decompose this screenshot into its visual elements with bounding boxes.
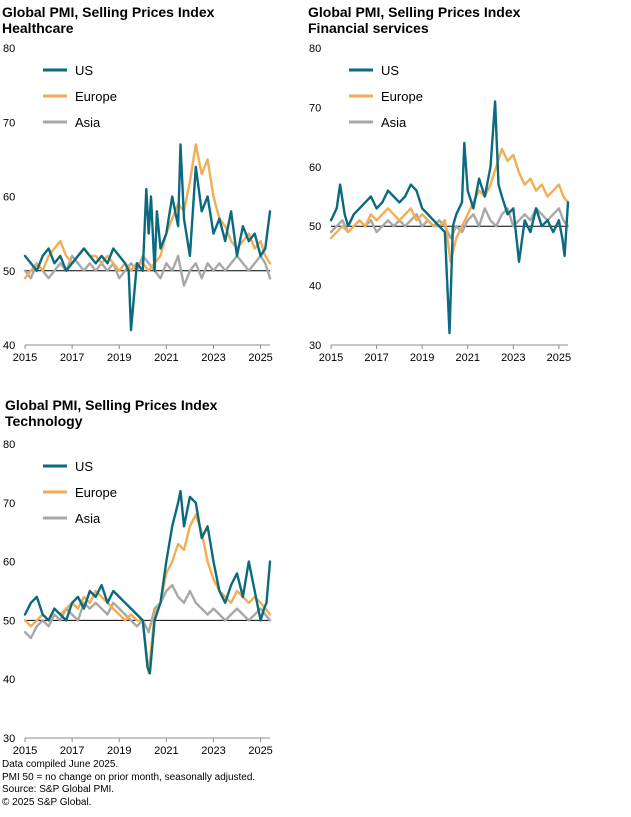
series-line-europe [23, 513, 272, 675]
x-tick-label-2015: 2015 [13, 352, 37, 364]
x-tick-label-2017: 2017 [364, 352, 388, 364]
y-tick-label-30: 30 [309, 340, 321, 352]
series-line-us [329, 100, 570, 335]
x-tick-label-2021: 2021 [154, 745, 178, 757]
x-tick-label-2017: 2017 [60, 352, 84, 364]
technology-title-line-1: Global PMI, Selling Prices Index [5, 397, 218, 413]
x-tick-label-2015: 2015 [13, 745, 37, 757]
financial-services-chart: 30 40 50 60 70 80 2015 2017 2019 2021 2023 2025 US Eu… [309, 43, 571, 364]
y-tick-label-60: 60 [3, 192, 15, 204]
legend-label-europe: Europe [381, 89, 423, 104]
x-tick-label-2023: 2023 [201, 352, 225, 364]
x-tick-label-2023: 2023 [201, 745, 225, 757]
y-tick-label-80: 80 [3, 43, 15, 55]
x-tick-label-2015: 2015 [319, 352, 343, 364]
legend-label-us: US [381, 63, 399, 78]
x-tick-label-2019: 2019 [107, 352, 131, 364]
footnote-source: Source: S&P Global PMI. [2, 784, 115, 795]
legend-label-asia: Asia [381, 115, 407, 130]
financial-services-title-line-1: Global PMI, Selling Prices Index [308, 4, 521, 20]
y-tick-label-50: 50 [3, 615, 15, 627]
financial-services-title-line-2: Financial services [308, 20, 429, 36]
x-tick-label-2025: 2025 [248, 745, 272, 757]
x-tick-label-2021: 2021 [154, 352, 178, 364]
footnote-pmi-definition: PMI 50 = no change on prior month, seaso… [2, 771, 256, 783]
y-tick-label-30: 30 [3, 733, 15, 745]
y-tick-label-70: 70 [3, 117, 15, 129]
x-tick-label-2019: 2019 [410, 352, 434, 364]
y-tick-label-80: 80 [309, 43, 321, 55]
series-line-asia [329, 207, 570, 240]
x-tick-label-2023: 2023 [501, 352, 525, 364]
y-tick-label-50: 50 [309, 221, 321, 233]
legend-label-asia: Asia [75, 115, 101, 130]
footnote-data-compiled: Data compiled June 2025. [2, 759, 119, 770]
technology-title: Global PMI, Selling Prices Index Technol… [5, 397, 217, 429]
series-line-us [23, 143, 272, 332]
legend-label-asia: Asia [75, 511, 101, 526]
x-tick-label-2017: 2017 [60, 745, 84, 757]
healthcare-title: Global PMI, Selling Prices Index Healthc… [2, 4, 214, 36]
x-tick-label-2019: 2019 [107, 745, 131, 757]
x-tick-label-2025: 2025 [248, 352, 272, 364]
y-tick-label-40: 40 [3, 340, 15, 352]
series-line-us [23, 489, 272, 675]
legend-label-us: US [75, 63, 93, 78]
technology-title-line-2: Technology [5, 413, 83, 429]
y-tick-label-80: 80 [3, 439, 15, 451]
y-tick-label-70: 70 [309, 102, 321, 114]
healthcare-title-line-2: Healthcare [2, 20, 74, 36]
y-tick-label-50: 50 [3, 266, 15, 278]
financial-services-title: Global PMI, Selling Prices Index Financi… [308, 4, 520, 36]
x-tick-label-2025: 2025 [547, 352, 571, 364]
y-tick-label-70: 70 [3, 498, 15, 510]
legend-label-europe: Europe [75, 89, 117, 104]
healthcare-title-line-1: Global PMI, Selling Prices Index [2, 4, 215, 20]
x-tick-label-2021: 2021 [455, 352, 479, 364]
legend-label-europe: Europe [75, 485, 117, 500]
y-tick-label-60: 60 [309, 162, 321, 174]
y-tick-label-40: 40 [3, 674, 15, 686]
y-tick-label-40: 40 [309, 281, 321, 293]
series-line-europe [329, 147, 570, 264]
footnote-copyright: © 2025 S&P Global. [2, 796, 92, 808]
technology-chart: 30 40 50 60 70 80 2015 2017 2019 2021 2023 2025 US Eu… [3, 439, 273, 757]
footnotes: Data compiled June 2025. PMI 50 = no cha… [2, 759, 255, 809]
series-line-europe [23, 143, 272, 280]
legend-label-us: US [75, 459, 93, 474]
y-tick-label-60: 60 [3, 557, 15, 569]
healthcare-chart: 40 50 60 70 80 2015 2017 2019 2021 2023 2025 US Euro… [3, 43, 273, 364]
